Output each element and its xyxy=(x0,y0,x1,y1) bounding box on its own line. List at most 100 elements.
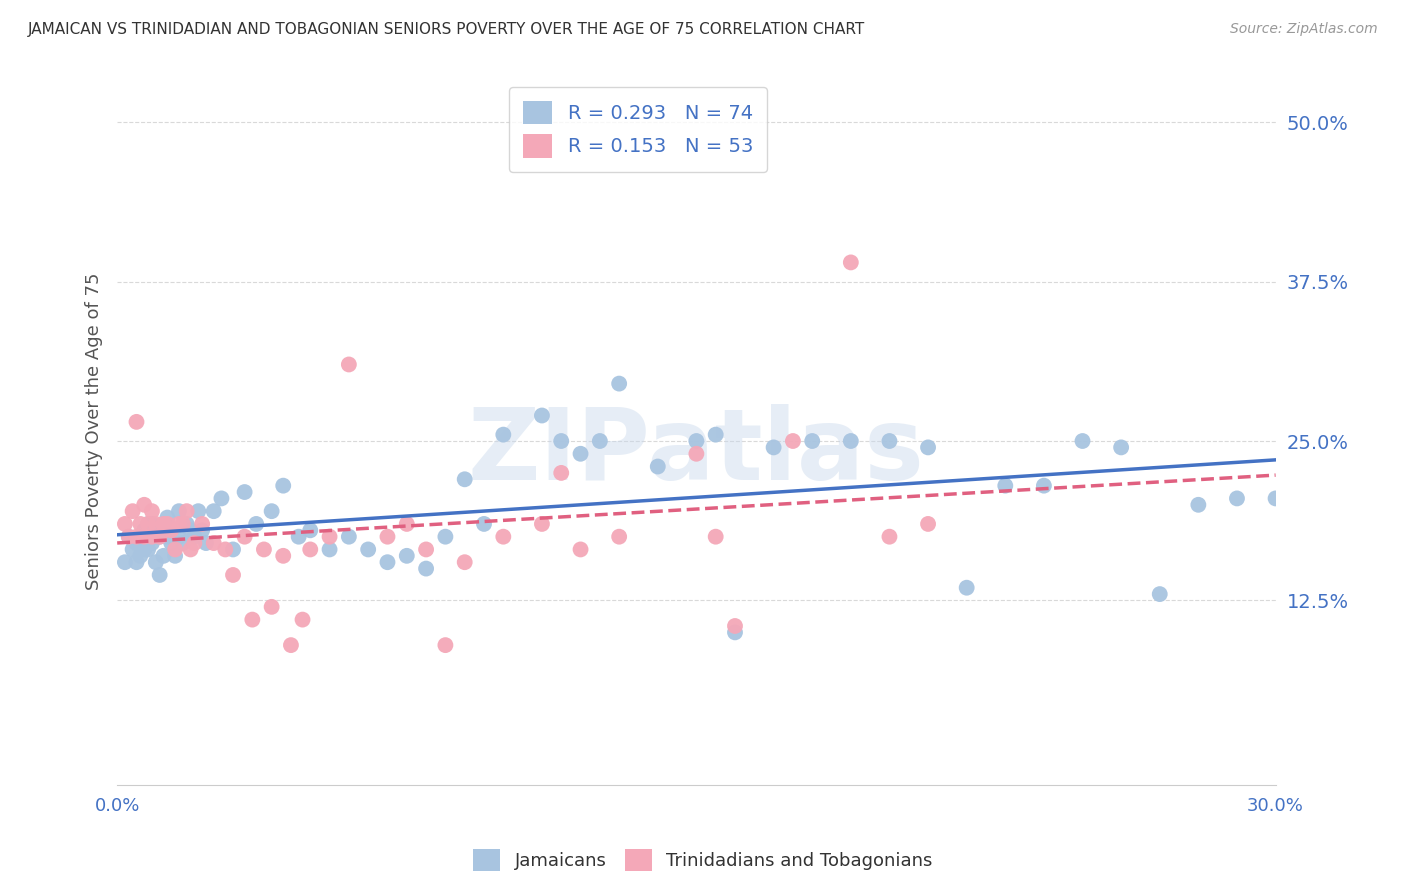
Point xyxy=(253,542,276,557)
Point xyxy=(271,478,294,492)
Point xyxy=(1226,491,1249,506)
Point xyxy=(114,555,136,569)
Point xyxy=(195,536,218,550)
Point xyxy=(550,466,572,480)
Point xyxy=(214,542,236,557)
Point xyxy=(118,530,141,544)
Point xyxy=(125,530,148,544)
Point xyxy=(1149,587,1171,601)
Point xyxy=(156,516,179,531)
Point xyxy=(141,530,163,544)
Point xyxy=(318,530,340,544)
Point xyxy=(377,530,399,544)
Point xyxy=(492,427,515,442)
Point xyxy=(136,516,159,531)
Point xyxy=(299,524,322,538)
Point xyxy=(454,555,477,569)
Point xyxy=(917,516,939,531)
Point xyxy=(118,530,141,544)
Point xyxy=(260,504,283,518)
Point xyxy=(1032,478,1054,492)
Point xyxy=(337,358,360,372)
Point xyxy=(149,568,172,582)
Point xyxy=(167,530,190,544)
Point xyxy=(136,542,159,557)
Point xyxy=(233,485,256,500)
Point xyxy=(245,516,267,531)
Point xyxy=(647,459,669,474)
Point xyxy=(180,542,202,557)
Point xyxy=(492,530,515,544)
Point xyxy=(233,530,256,544)
Point xyxy=(141,504,163,518)
Point xyxy=(415,542,437,557)
Point xyxy=(434,530,457,544)
Point xyxy=(149,530,172,544)
Legend: R = 0.293   N = 74, R = 0.153   N = 53: R = 0.293 N = 74, R = 0.153 N = 53 xyxy=(509,87,766,171)
Point xyxy=(129,549,152,563)
Point xyxy=(530,409,553,423)
Point xyxy=(782,434,804,448)
Point xyxy=(165,542,187,557)
Point xyxy=(160,536,183,550)
Point xyxy=(222,568,245,582)
Point xyxy=(167,504,190,518)
Point xyxy=(172,536,194,550)
Point xyxy=(569,542,592,557)
Point xyxy=(607,530,630,544)
Y-axis label: Seniors Poverty Over the Age of 75: Seniors Poverty Over the Age of 75 xyxy=(86,273,103,591)
Point xyxy=(1109,441,1132,455)
Point xyxy=(183,536,205,550)
Point xyxy=(287,530,309,544)
Point xyxy=(1264,491,1286,506)
Point xyxy=(145,516,167,531)
Point xyxy=(222,542,245,557)
Point xyxy=(917,441,939,455)
Point xyxy=(839,434,862,448)
Point xyxy=(176,504,198,518)
Point xyxy=(141,516,163,531)
Point xyxy=(129,516,152,531)
Point xyxy=(149,530,172,544)
Point xyxy=(357,542,380,557)
Point xyxy=(125,536,148,550)
Point xyxy=(415,561,437,575)
Point xyxy=(318,542,340,557)
Point xyxy=(271,549,294,563)
Point xyxy=(839,255,862,269)
Point xyxy=(167,516,190,531)
Point xyxy=(125,555,148,569)
Point xyxy=(569,447,592,461)
Point xyxy=(724,619,747,633)
Point xyxy=(191,524,214,538)
Point xyxy=(434,638,457,652)
Point xyxy=(145,555,167,569)
Point xyxy=(183,530,205,544)
Point xyxy=(152,516,174,531)
Point xyxy=(121,542,143,557)
Point xyxy=(141,536,163,550)
Point xyxy=(879,434,901,448)
Point xyxy=(724,625,747,640)
Point xyxy=(607,376,630,391)
Point xyxy=(530,516,553,531)
Text: ZIPatlas: ZIPatlas xyxy=(468,404,925,501)
Point xyxy=(176,516,198,531)
Point xyxy=(134,542,156,557)
Point xyxy=(291,613,314,627)
Text: Source: ZipAtlas.com: Source: ZipAtlas.com xyxy=(1230,22,1378,37)
Point xyxy=(454,472,477,486)
Point xyxy=(299,542,322,557)
Point xyxy=(202,504,225,518)
Point xyxy=(209,491,232,506)
Point xyxy=(879,530,901,544)
Point xyxy=(260,599,283,614)
Point xyxy=(134,498,156,512)
Point xyxy=(762,441,785,455)
Point xyxy=(156,530,179,544)
Point xyxy=(152,516,174,531)
Text: JAMAICAN VS TRINIDADIAN AND TOBAGONIAN SENIORS POVERTY OVER THE AGE OF 75 CORREL: JAMAICAN VS TRINIDADIAN AND TOBAGONIAN S… xyxy=(28,22,865,37)
Point xyxy=(136,516,159,531)
Point xyxy=(685,434,707,448)
Point xyxy=(337,530,360,544)
